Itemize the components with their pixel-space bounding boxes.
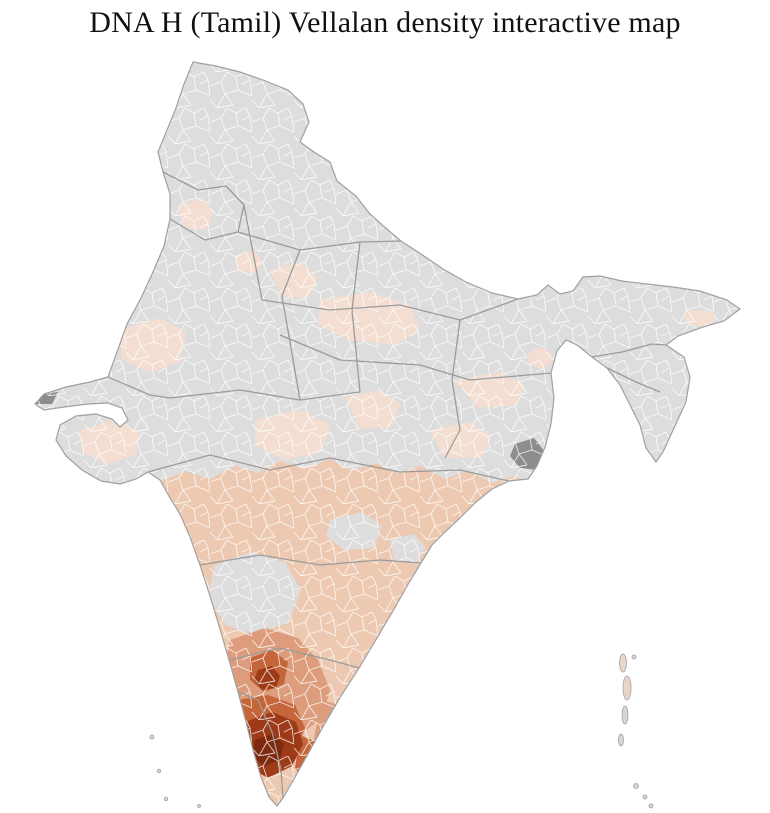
state-border-line [237, 231, 402, 251]
page-title: DNA H (Tamil) Vellalan density interacti… [89, 6, 681, 39]
district-borders-texture [35, 62, 740, 806]
island[interactable] [156, 768, 162, 774]
state-border-line [279, 334, 552, 381]
state-border-line [606, 367, 661, 393]
state-border-line [243, 204, 263, 301]
state-border-line [237, 691, 284, 799]
island[interactable] [642, 794, 648, 800]
andaman-nicobar-islands[interactable] [618, 653, 654, 809]
state-border-line [591, 343, 667, 358]
state-border-line [351, 241, 361, 393]
state-border-line [107, 376, 171, 399]
state-border-line [169, 389, 361, 401]
island[interactable] [631, 654, 637, 660]
state-border-line [147, 454, 510, 482]
island[interactable] [619, 653, 627, 673]
state-border-line [444, 319, 461, 459]
island[interactable] [197, 804, 201, 808]
island[interactable] [648, 803, 654, 809]
island[interactable] [622, 675, 632, 701]
state-borders [107, 171, 667, 799]
state-border-line [228, 647, 360, 669]
island[interactable] [633, 783, 639, 789]
island[interactable] [163, 796, 169, 802]
lakshadweep-islands[interactable] [149, 734, 201, 808]
island[interactable] [621, 705, 629, 725]
island[interactable] [618, 733, 624, 747]
state-border-line [261, 298, 519, 321]
region-patch-very-low[interactable] [604, 392, 620, 404]
state-border-line [281, 249, 301, 401]
state-border-line [199, 554, 422, 566]
island[interactable] [149, 734, 155, 740]
